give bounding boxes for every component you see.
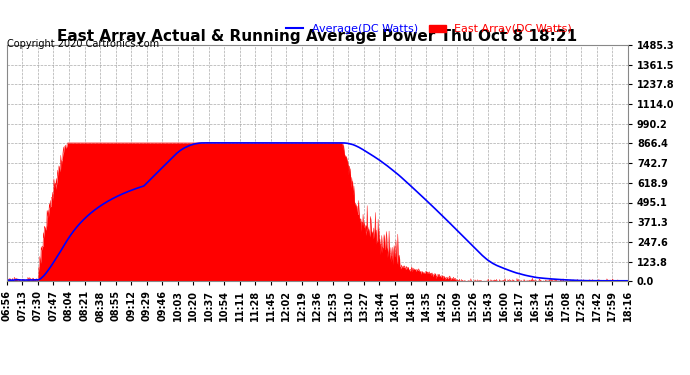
Text: Copyright 2020 Cartronics.com: Copyright 2020 Cartronics.com (7, 39, 159, 50)
Title: East Array Actual & Running Average Power Thu Oct 8 18:21: East Array Actual & Running Average Powe… (57, 29, 578, 44)
Legend: Average(DC Watts), East Array(DC Watts): Average(DC Watts), East Array(DC Watts) (282, 20, 577, 39)
